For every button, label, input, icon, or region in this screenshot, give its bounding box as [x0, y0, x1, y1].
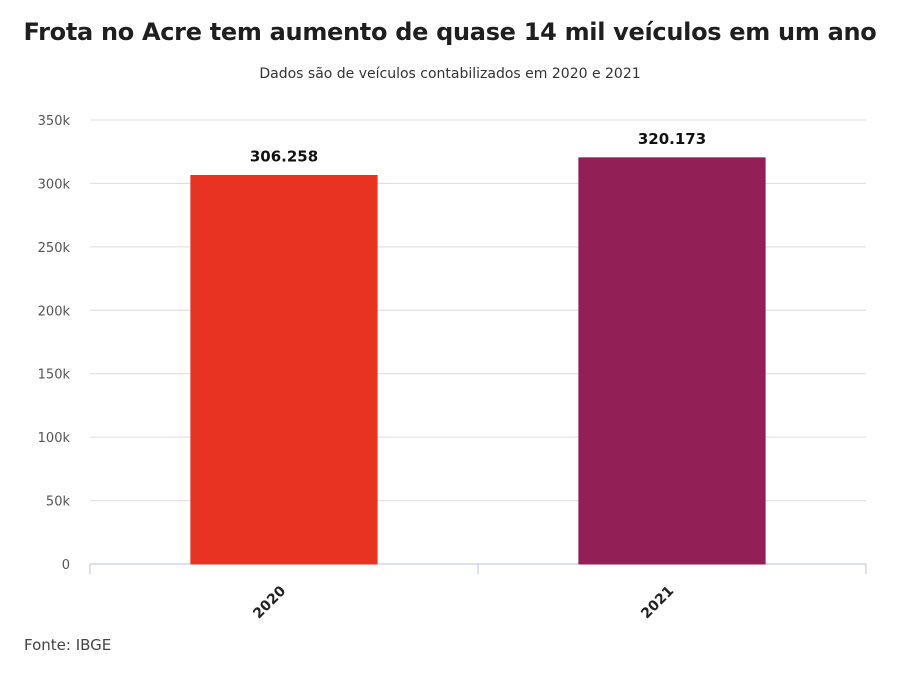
x-tick-label-2020: 2020 — [250, 583, 289, 622]
chart-title: Frota no Acre tem aumento de quase 14 mi… — [23, 18, 877, 46]
y-tick-label: 350k — [38, 114, 71, 129]
chart-subtitle: Dados são de veículos contabilizados em … — [259, 66, 641, 82]
data-label-2020: 306.258 — [250, 147, 318, 165]
x-tick-label-2021: 2021 — [638, 583, 677, 622]
y-tick-label: 50k — [46, 495, 71, 510]
y-tick-label: 100k — [38, 431, 71, 446]
y-tick-label: 150k — [38, 368, 71, 383]
bar-2020 — [190, 174, 378, 565]
y-tick-label: 250k — [38, 241, 71, 256]
source-note: Fonte: IBGE — [24, 636, 112, 654]
y-tick-label: 300k — [38, 177, 71, 192]
data-label-2021: 320.173 — [638, 130, 706, 148]
y-tick-label: 200k — [38, 304, 71, 319]
bar-2021 — [578, 157, 766, 565]
y-tick-label: 0 — [62, 558, 70, 573]
